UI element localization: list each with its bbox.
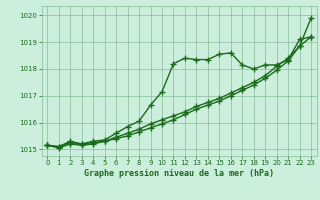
X-axis label: Graphe pression niveau de la mer (hPa): Graphe pression niveau de la mer (hPa) [84, 169, 274, 178]
